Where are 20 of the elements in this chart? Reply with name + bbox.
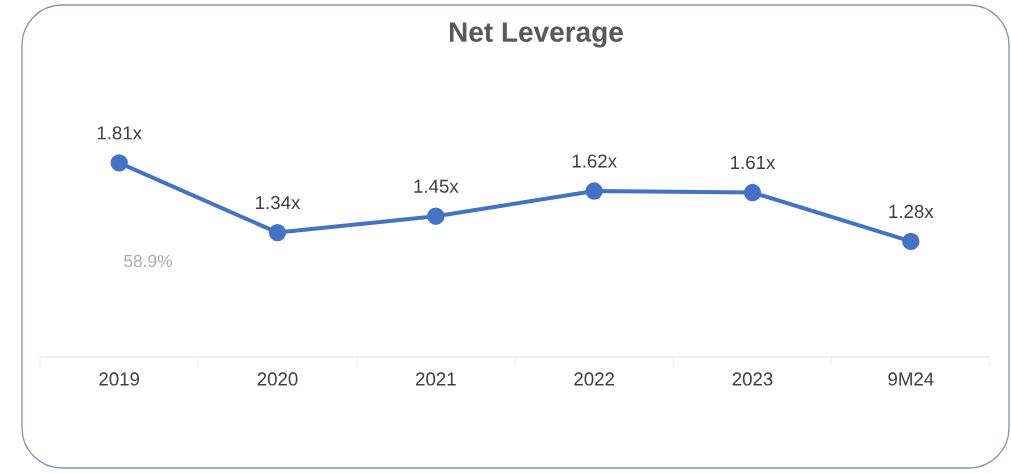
point [427,207,445,225]
point [585,182,603,200]
point [110,154,128,172]
x-tick-label: 2023 [732,372,773,386]
data-label: 1.28x [889,204,934,219]
text: 58.9% [124,254,172,268]
x-tick-label: 9M24 [888,372,934,386]
x-tick-label: 2022 [574,372,614,386]
x-tick-label: 2021 [416,372,456,386]
data-label: 1.62x [572,154,617,168]
point [902,232,920,251]
data-label: 1.61x [731,155,776,170]
x-tick-label: 2019 [99,372,140,386]
data-label: 1.34x [256,195,301,210]
point [743,183,762,202]
data-label: 1.81x [97,126,142,140]
data-label: 1.45x [414,179,459,193]
point [268,223,287,242]
x-tick-label: 2020 [257,372,298,386]
chart-title: Net Leverage [449,22,623,48]
